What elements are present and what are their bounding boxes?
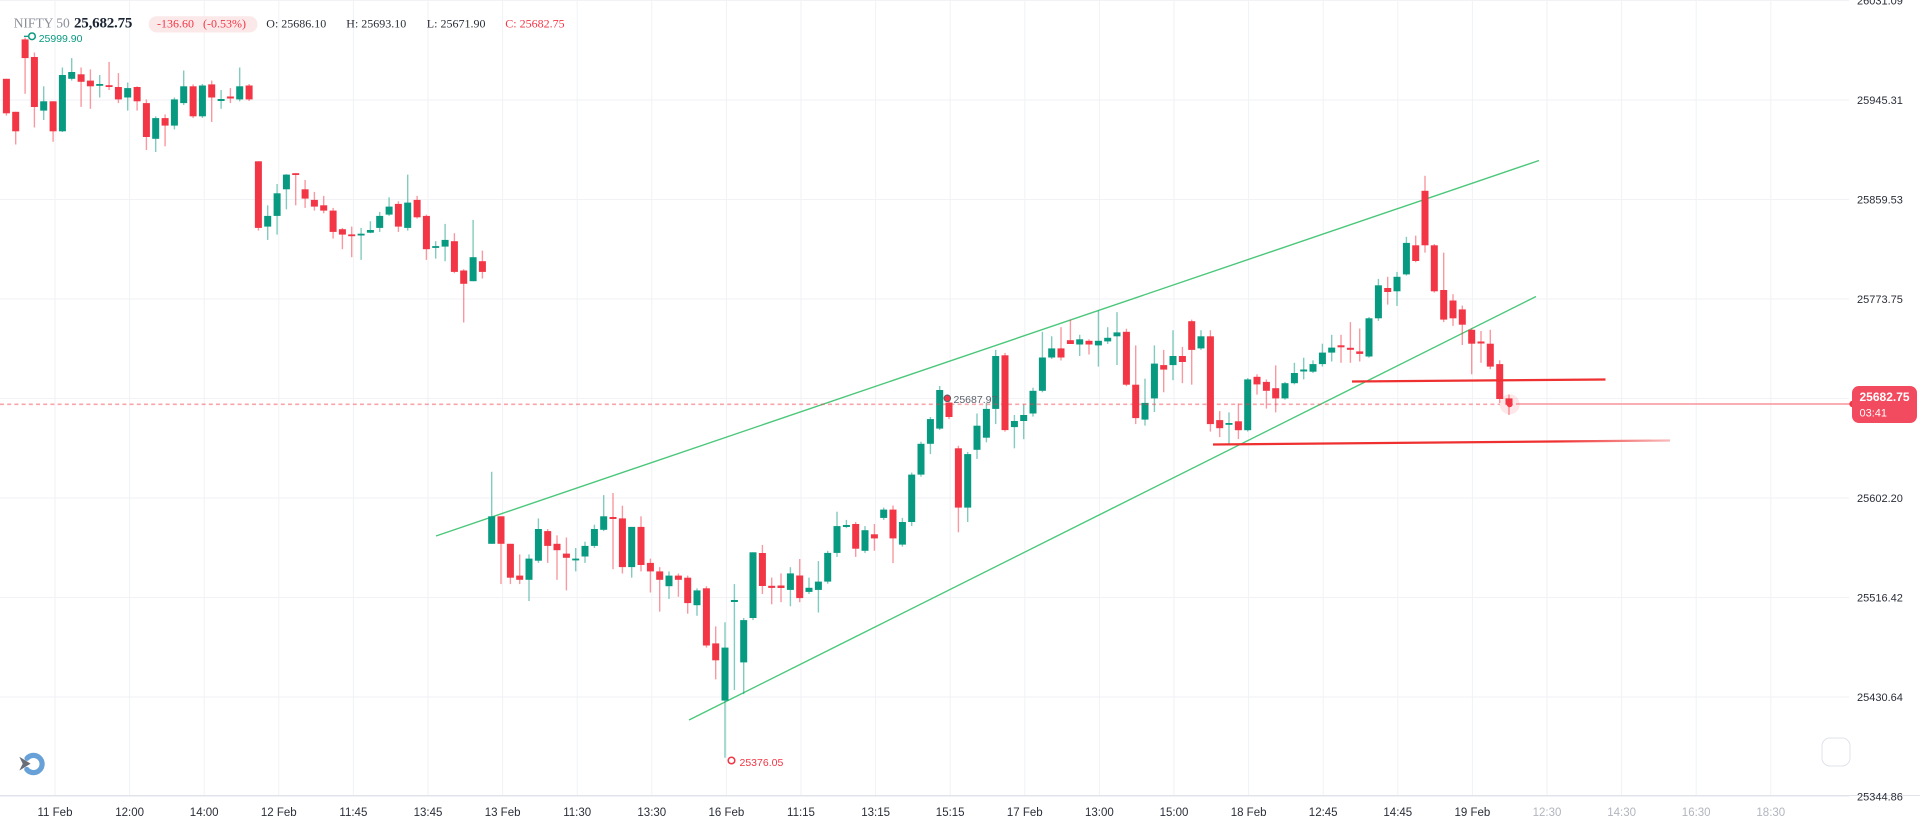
svg-text:11:15: 11:15 bbox=[787, 807, 815, 819]
svg-text:12:00: 12:00 bbox=[115, 807, 144, 819]
svg-text:18 Feb: 18 Feb bbox=[1231, 807, 1267, 819]
svg-text:15:15: 15:15 bbox=[936, 807, 965, 819]
svg-text:12:45: 12:45 bbox=[1309, 807, 1338, 819]
svg-text:11 Feb: 11 Feb bbox=[38, 807, 73, 819]
svg-text:25,682.75: 25,682.75 bbox=[74, 16, 132, 32]
svg-text:25682.75: 25682.75 bbox=[1860, 390, 1910, 404]
svg-text:25344.86: 25344.86 bbox=[1857, 792, 1903, 804]
svg-text:14:45: 14:45 bbox=[1383, 807, 1412, 819]
svg-text:13 Feb: 13 Feb bbox=[485, 807, 521, 819]
svg-text:25999.90: 25999.90 bbox=[39, 33, 83, 45]
svg-text:13:30: 13:30 bbox=[637, 807, 666, 819]
svg-text:H: 25693.10: H: 25693.10 bbox=[346, 16, 406, 30]
svg-text:12 Feb: 12 Feb bbox=[261, 807, 297, 819]
svg-text:25773.75: 25773.75 bbox=[1857, 294, 1903, 306]
svg-text:NIFTY 50: NIFTY 50 bbox=[14, 15, 70, 30]
svg-text:17 Feb: 17 Feb bbox=[1007, 807, 1043, 819]
svg-text:25376.05: 25376.05 bbox=[740, 757, 784, 769]
svg-text:25945.31: 25945.31 bbox=[1857, 95, 1903, 107]
svg-text:25602.20: 25602.20 bbox=[1857, 493, 1903, 505]
svg-text:16:30: 16:30 bbox=[1682, 807, 1711, 819]
svg-text:14:00: 14:00 bbox=[190, 807, 219, 819]
svg-text:14:30: 14:30 bbox=[1607, 807, 1636, 819]
svg-text:11:30: 11:30 bbox=[563, 807, 591, 819]
svg-text:13:00: 13:00 bbox=[1085, 807, 1114, 819]
svg-text:13:45: 13:45 bbox=[414, 807, 443, 819]
svg-text:C: 25682.75: C: 25682.75 bbox=[505, 16, 564, 30]
svg-text:11:45: 11:45 bbox=[339, 807, 367, 819]
svg-text:12:30: 12:30 bbox=[1533, 807, 1562, 819]
svg-text:25430.64: 25430.64 bbox=[1857, 692, 1903, 704]
svg-text:13:15: 13:15 bbox=[861, 807, 890, 819]
svg-text:16 Feb: 16 Feb bbox=[708, 807, 744, 819]
svg-text:18:30: 18:30 bbox=[1756, 807, 1785, 819]
svg-text:15:00: 15:00 bbox=[1160, 807, 1189, 819]
svg-text:O: 25686.10: O: 25686.10 bbox=[266, 16, 326, 30]
svg-text:25516.42: 25516.42 bbox=[1857, 593, 1903, 605]
svg-text:25687.97: 25687.97 bbox=[954, 394, 998, 406]
svg-text:03:41: 03:41 bbox=[1860, 408, 1888, 420]
svg-text:L: 25671.90: L: 25671.90 bbox=[427, 16, 486, 30]
svg-text:26031.09: 26031.09 bbox=[1857, 0, 1903, 8]
svg-text:19 Feb: 19 Feb bbox=[1454, 807, 1490, 819]
svg-text:(-0.53%): (-0.53%) bbox=[203, 16, 246, 30]
svg-text:-136.60: -136.60 bbox=[157, 16, 194, 30]
svg-text:25859.53: 25859.53 bbox=[1857, 195, 1903, 207]
